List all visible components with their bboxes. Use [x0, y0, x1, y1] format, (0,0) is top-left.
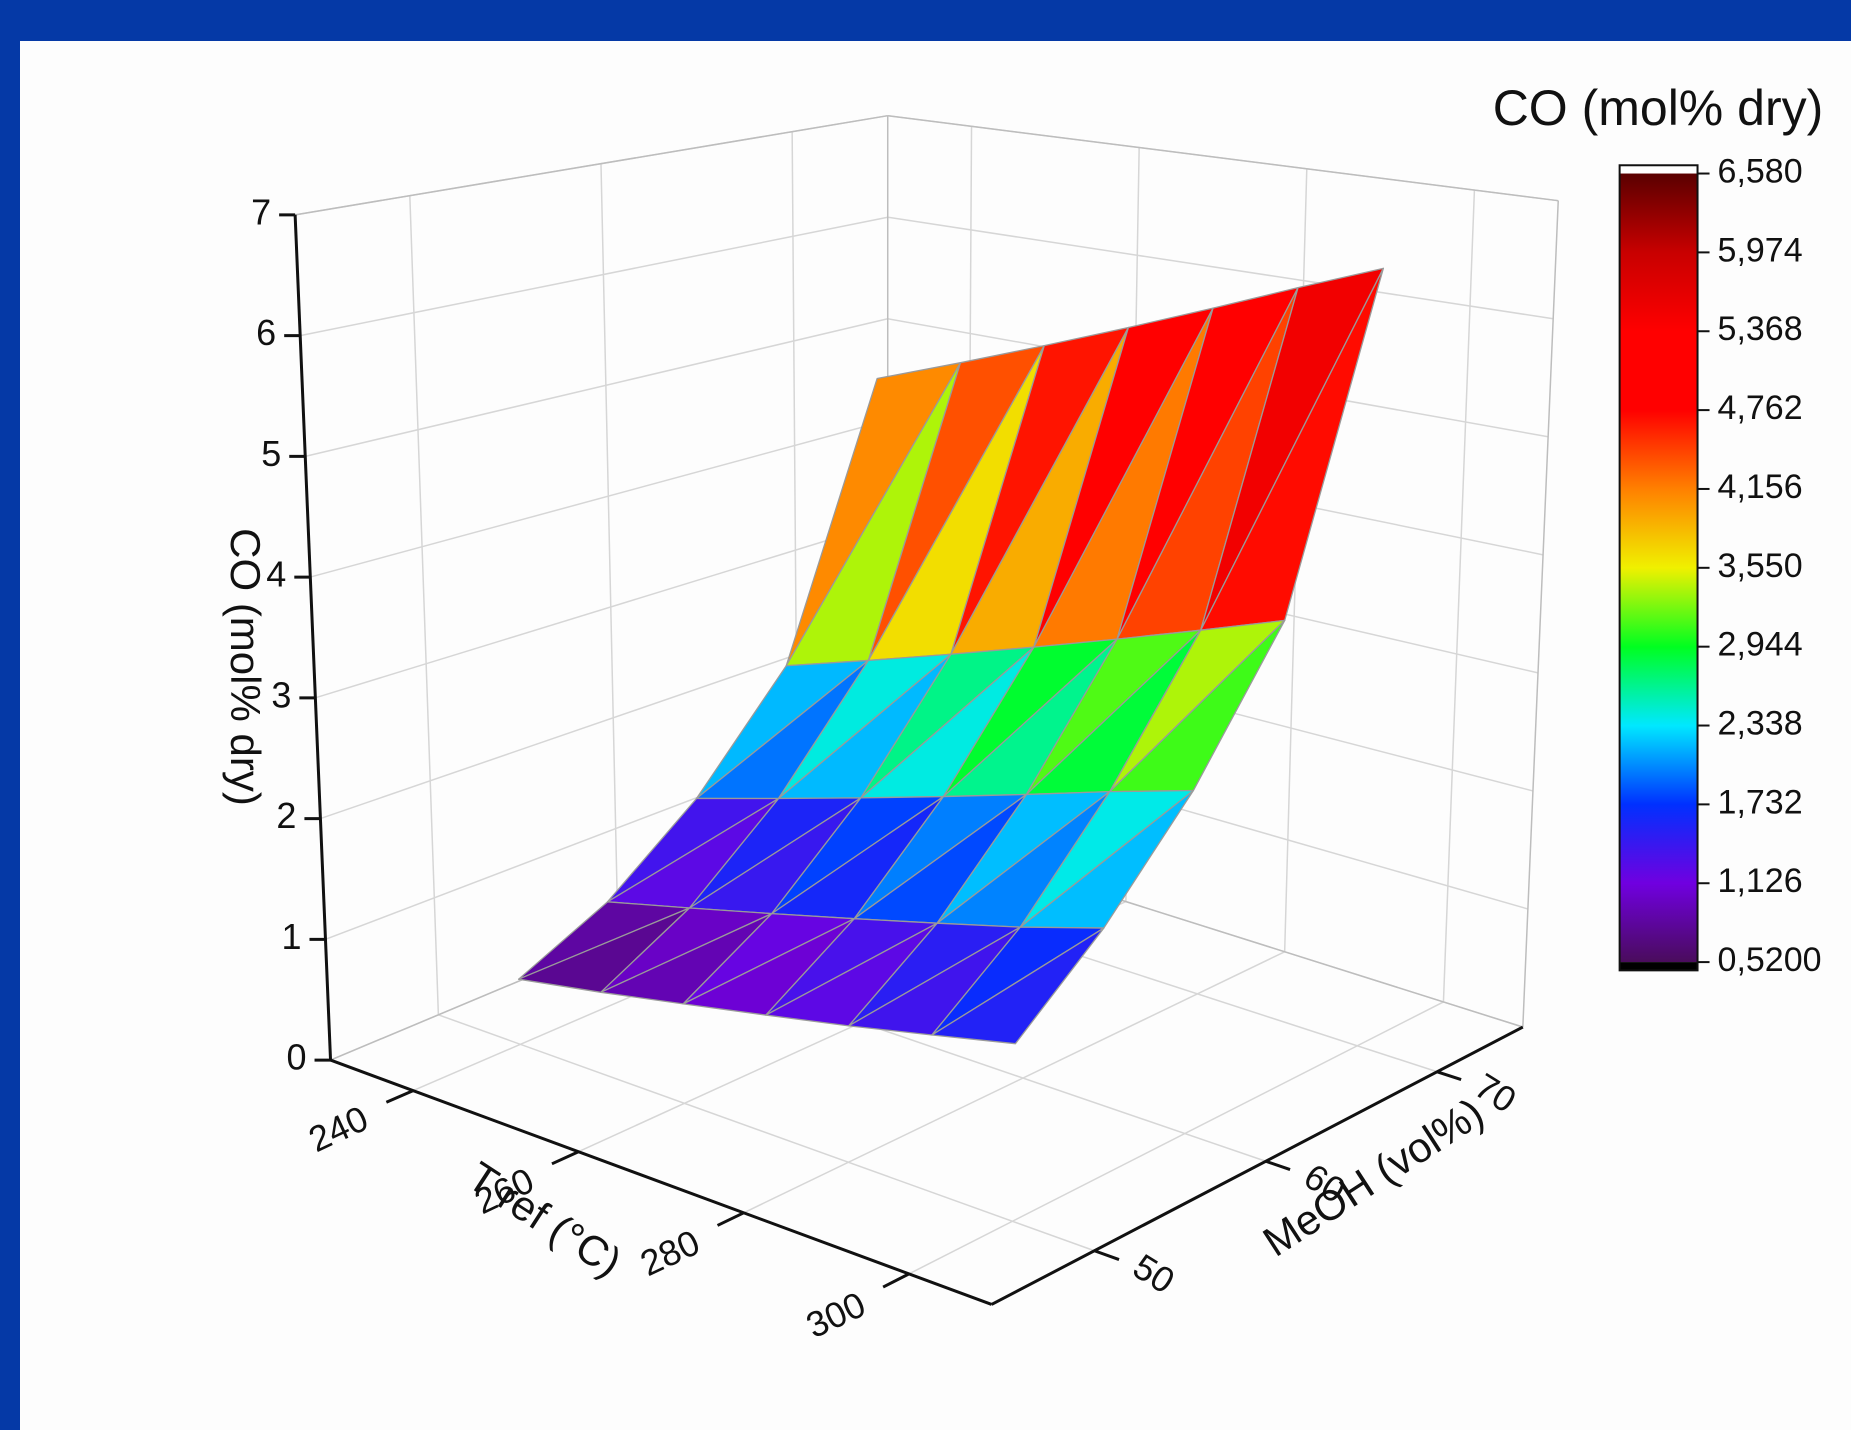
- y-tick: [1093, 1249, 1120, 1262]
- grid-line: [310, 419, 888, 578]
- x-tick: [551, 1150, 580, 1166]
- colorbar-tick-label: 0,5200: [1718, 941, 1822, 979]
- y-axis: [990, 1025, 1524, 1306]
- colorbar-tick-label: 5,368: [1718, 310, 1803, 348]
- box-edge: [887, 114, 1559, 202]
- x-tick: [882, 1272, 910, 1289]
- grid-line: [908, 1001, 1444, 1275]
- grid-line: [600, 163, 619, 940]
- grid-line: [315, 521, 888, 699]
- z-tick-label: 2: [276, 795, 296, 836]
- z-tick-label: 1: [281, 916, 301, 957]
- z-tick-label: 7: [251, 191, 271, 232]
- colorbar-under: [1619, 962, 1698, 971]
- z-tick-label: 0: [287, 1037, 307, 1078]
- grid-line: [887, 216, 1554, 320]
- colorbar-title: CO (mol% dry): [1493, 80, 1824, 136]
- surface-patch: [931, 927, 1105, 1045]
- x-tick: [716, 1211, 745, 1227]
- grid-line: [438, 1014, 1095, 1252]
- colorbar-tick-label: 1,126: [1718, 862, 1803, 900]
- surface: [517, 267, 1384, 1045]
- z-tick-label: 3: [271, 674, 291, 715]
- y-tick: [1265, 1159, 1291, 1171]
- z-axis: [293, 214, 333, 1061]
- colorbar-tick-label: 6,580: [1718, 153, 1803, 191]
- z-tick-label: 6: [256, 312, 276, 353]
- z-axis-title: CO (mol% dry): [222, 528, 269, 806]
- colorbar-tick-label: 3,550: [1718, 547, 1803, 585]
- grid-line: [743, 951, 1285, 1214]
- colorbar-tick-label: 5,974: [1718, 231, 1803, 269]
- x-tick: [385, 1089, 414, 1104]
- box-edge: [1522, 200, 1559, 1028]
- x-axis: [330, 1058, 993, 1306]
- grid-line: [1442, 190, 1476, 1002]
- left-band: [0, 0, 20, 1430]
- colorbar-tick-label: 2,944: [1718, 626, 1803, 664]
- y-tick: [1436, 1070, 1462, 1081]
- colorbar-tick-label: 1,732: [1718, 783, 1803, 821]
- grid-line: [300, 216, 888, 337]
- colorbar-tick-label: 4,762: [1718, 389, 1803, 427]
- colorbar: 6,580 5,974 5,368 4,762 4,156 3,550 2,944 2,338…: [1618, 153, 1822, 979]
- colorbar-tick-label: 2,338: [1718, 705, 1803, 743]
- grid-line: [305, 318, 888, 458]
- z-tick-label: 5: [261, 433, 281, 474]
- colorbar-gradient: [1619, 173, 1698, 963]
- top-band: [0, 0, 1851, 41]
- colorbar-tick-label: 4,156: [1718, 468, 1803, 506]
- z-tick-label: 4: [266, 554, 286, 595]
- grid-line: [409, 195, 440, 1015]
- box-edge: [294, 114, 888, 216]
- colorbar-over: [1619, 165, 1698, 174]
